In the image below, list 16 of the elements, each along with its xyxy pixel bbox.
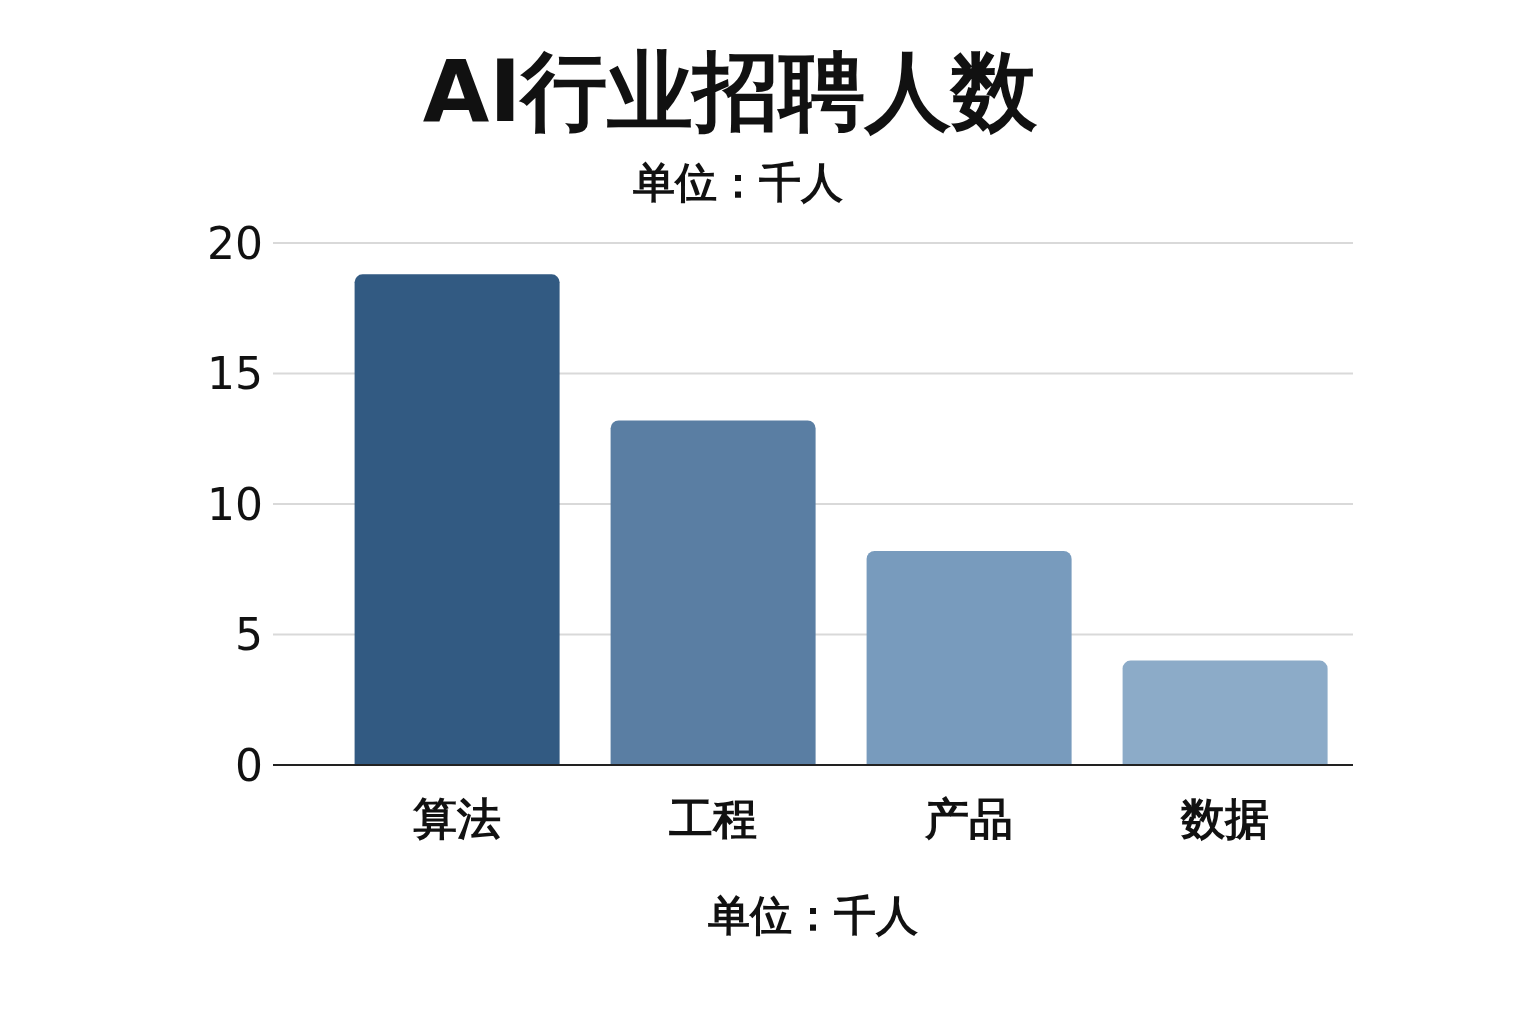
x-tick-label: 工程 — [669, 793, 757, 845]
y-tick-label: 10 — [207, 478, 263, 530]
y-tick-label: 15 — [207, 348, 263, 400]
chart-title: AI行业招聘人数 — [421, 40, 1039, 143]
chart-subtitle: 单位：千人 — [632, 157, 844, 209]
bar — [354, 274, 560, 765]
y-tick-label: 5 — [235, 609, 263, 661]
x-tick-label: 数据 — [1180, 793, 1269, 845]
y-tick-label: 20 — [207, 217, 263, 269]
bar — [610, 420, 816, 765]
x-tick-label: 算法 — [412, 793, 501, 845]
bar — [866, 550, 1072, 765]
x-tick-label: 产品 — [924, 793, 1013, 845]
bar — [1122, 660, 1328, 765]
y-tick-label: 0 — [235, 739, 263, 791]
x-axis-title: 单位：千人 — [707, 890, 919, 942]
